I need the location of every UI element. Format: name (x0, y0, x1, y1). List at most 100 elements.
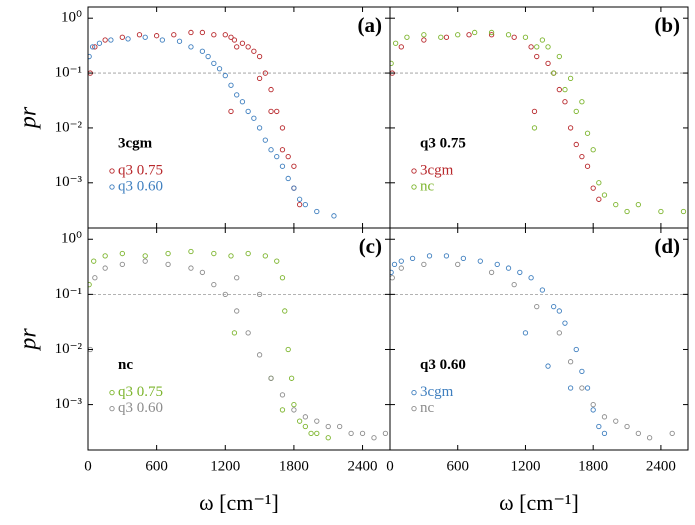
point (234, 275, 240, 281)
point (443, 34, 450, 40)
point (443, 253, 450, 259)
point (337, 423, 343, 430)
point (601, 414, 608, 420)
y-tick-label: 10⁻² (55, 119, 83, 135)
y-tick-label: 10⁻¹ (55, 286, 82, 302)
point (601, 192, 608, 198)
point (359, 430, 366, 437)
point (596, 180, 602, 186)
point (635, 201, 641, 208)
point (142, 253, 148, 259)
point (528, 44, 534, 50)
point (308, 430, 314, 437)
point (567, 385, 574, 391)
point (142, 34, 148, 40)
point (539, 287, 546, 293)
point (256, 352, 263, 358)
legend-marker (109, 389, 115, 396)
point (545, 363, 551, 369)
point (551, 70, 557, 76)
point (251, 48, 257, 54)
x-tick-label: 0 (84, 458, 92, 474)
point (165, 261, 171, 268)
point (658, 208, 664, 215)
point (551, 303, 557, 310)
point (296, 196, 303, 202)
point (488, 29, 495, 36)
point (256, 125, 263, 131)
point (251, 115, 257, 121)
plot-area (88, 248, 399, 441)
point (325, 423, 331, 430)
point (96, 40, 103, 46)
point (325, 435, 331, 441)
point (590, 185, 596, 191)
point (624, 208, 630, 215)
y-axis-label: pr (16, 106, 42, 130)
legend-label: q3 0.60 (118, 178, 163, 194)
point (256, 291, 263, 298)
point (534, 53, 540, 60)
y-tick-label: 10⁻³ (55, 396, 83, 412)
plot-area (88, 29, 337, 219)
point (395, 431, 399, 435)
point (211, 250, 217, 257)
point (556, 53, 562, 60)
point (228, 108, 234, 115)
legend-label: q3 0.75 (118, 384, 163, 400)
point (511, 34, 517, 40)
point (262, 253, 268, 259)
point (234, 308, 240, 314)
point (390, 60, 394, 67)
point (199, 29, 206, 36)
panel-label: (b) (654, 13, 680, 37)
point (545, 44, 551, 50)
legend-label: q3 0.60 (118, 400, 163, 416)
y-axis-label: pr (16, 328, 42, 352)
point (211, 282, 217, 288)
point (573, 141, 579, 148)
legend-title: q3 0.75 (420, 135, 466, 151)
point (256, 53, 263, 60)
point (285, 175, 291, 182)
point (302, 201, 308, 208)
point (624, 423, 630, 430)
point (165, 250, 171, 257)
point (590, 147, 596, 153)
point (556, 308, 562, 314)
point (646, 435, 653, 441)
point (279, 407, 286, 413)
point (613, 418, 619, 424)
x-tick-label: 1200 (510, 458, 540, 474)
panel-frame (389, 6, 689, 229)
point (222, 32, 228, 38)
point (245, 250, 251, 257)
point (228, 253, 234, 259)
point (392, 40, 399, 46)
point (562, 86, 568, 93)
x-tick-label: 1800 (279, 458, 309, 474)
point (426, 253, 433, 259)
point (119, 261, 125, 268)
point (567, 359, 574, 365)
point (556, 86, 562, 93)
x-tick-label: 2400 (348, 458, 378, 474)
point (409, 255, 416, 262)
point (539, 37, 546, 43)
point (274, 153, 280, 160)
point (119, 34, 125, 40)
point (188, 29, 194, 36)
point (562, 320, 568, 326)
point (228, 82, 234, 88)
x-tick-label: 0 (386, 458, 394, 474)
legend-marker (411, 168, 417, 174)
legend-label: nc (420, 400, 435, 416)
point (573, 346, 579, 353)
point (199, 269, 206, 276)
point (88, 53, 92, 60)
point (382, 430, 389, 437)
point (556, 330, 562, 336)
point (371, 435, 377, 441)
point (205, 53, 211, 60)
